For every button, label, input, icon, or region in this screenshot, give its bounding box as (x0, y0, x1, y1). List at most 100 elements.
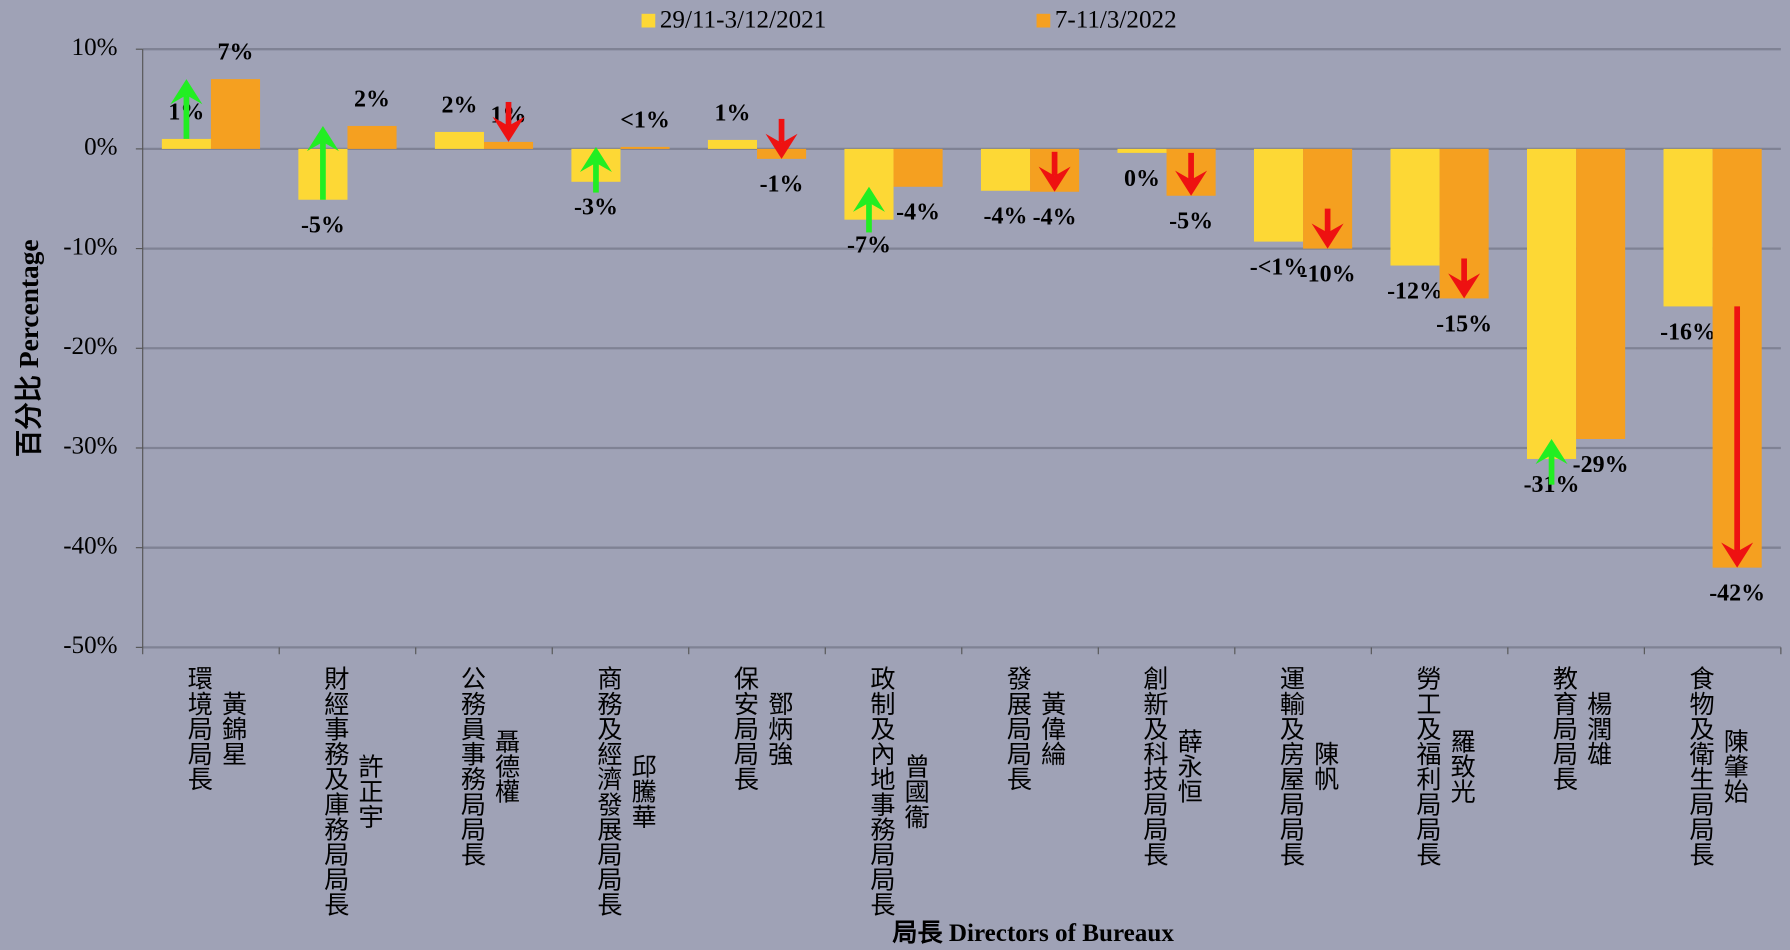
director-label: 陳肇始 (1720, 728, 1749, 803)
x-tick-label: 發展局局長 (1003, 666, 1032, 792)
x-tick-label: 運輸及房屋局局長 (1276, 666, 1305, 867)
bar (893, 148, 943, 187)
data-label: -42% (1709, 581, 1765, 607)
bar (1663, 148, 1713, 307)
data-label: -4% (1033, 205, 1077, 231)
data-label: -<1% (1250, 255, 1308, 281)
arrow-head (1535, 439, 1568, 465)
data-label: -12% (1387, 278, 1443, 304)
y-tick-label: 10% (72, 34, 118, 61)
change-arrow (1175, 152, 1208, 196)
data-label: 7% (218, 39, 254, 65)
data-label: -15% (1436, 311, 1492, 337)
y-tick-label: -50% (63, 632, 117, 659)
y-axis-title: 百分比 Percentage (14, 239, 44, 457)
director-label: 鄧炳強 (765, 691, 794, 766)
change-arrow (1311, 208, 1344, 249)
x-tick-label: 勞工及福利局局長 (1413, 666, 1442, 867)
change-arrow (1721, 306, 1754, 568)
data-label: -16% (1660, 319, 1716, 345)
y-tick-label: -20% (63, 333, 117, 360)
x-tick-label: 教育局局長 (1549, 666, 1578, 792)
change-arrow (1448, 258, 1481, 299)
change-arrow (306, 125, 339, 200)
x-tick-label: 政制及內地事務局局長 (867, 666, 896, 917)
legend-swatch (1036, 13, 1051, 28)
x-tick-label: 創新及科技局局長 (1140, 666, 1169, 867)
y-tick-label: -10% (63, 233, 117, 260)
data-label: -4% (984, 204, 1028, 230)
x-tick-label: 保安局局長 (730, 666, 759, 792)
bar (1576, 148, 1626, 440)
director-label: 陳帆 (1311, 741, 1339, 791)
director-label: 羅致光 (1447, 728, 1476, 803)
x-tick-label: 公務員事務局局長 (457, 666, 486, 867)
arrow-head (1448, 273, 1481, 299)
data-label: -10% (1300, 261, 1356, 287)
data-label: 2% (354, 86, 390, 112)
data-label: -29% (1573, 452, 1629, 478)
y-tick-label: -40% (63, 532, 117, 559)
data-label: <1% (620, 107, 670, 133)
director-label: 邱騰華 (628, 754, 657, 829)
legend-label: 29/11-3/12/2021 (660, 7, 826, 34)
bar (210, 79, 261, 149)
arrow-head (852, 186, 885, 212)
data-label: -1% (760, 172, 804, 198)
bar (1390, 148, 1440, 266)
x-tick-label: 財經事務及庫務局局長 (321, 666, 350, 917)
arrow-head (1311, 223, 1344, 249)
bar (161, 138, 211, 149)
director-label: 聶德權 (492, 728, 521, 803)
data-label: -5% (1169, 209, 1213, 235)
director-label: 黃偉綸 (1038, 691, 1067, 766)
bar (980, 148, 1031, 191)
x-tick-label: 商務及經濟發展局局長 (594, 666, 623, 917)
arrow-head (170, 79, 203, 105)
director-label: 楊潤雄 (1584, 691, 1613, 766)
change-arrow (852, 186, 885, 233)
bar (1527, 148, 1577, 459)
bar (707, 139, 758, 149)
change-arrow (1535, 439, 1568, 485)
change-arrow (1038, 151, 1071, 192)
director-label: 許正宇 (355, 754, 384, 829)
arrow-head (306, 125, 339, 152)
data-label: 1% (714, 100, 750, 126)
x-tick-label: 環境局局長 (184, 666, 213, 792)
bar (347, 125, 397, 149)
change-arrow (765, 118, 798, 159)
arrow-head (1175, 170, 1208, 196)
arrow-head (765, 133, 798, 159)
legend-label: 7-11/3/2022 (1055, 7, 1177, 34)
director-label: 曾國衞 (901, 754, 930, 829)
director-label: 黃錦星 (219, 691, 248, 766)
bar (1253, 148, 1304, 242)
arrow-head (492, 116, 525, 142)
director-label: 薛永恒 (1174, 728, 1203, 803)
x-axis-title: 局長 Directors of Bureaux (892, 919, 1174, 947)
y-tick-label: -30% (63, 433, 117, 460)
change-arrow (579, 146, 612, 193)
arrow-head (579, 146, 612, 173)
arrow-head (1038, 166, 1071, 192)
y-tick-label: 0% (84, 134, 118, 161)
arrow-head (1721, 542, 1754, 568)
data-label: -5% (301, 213, 345, 239)
bar (620, 146, 670, 149)
change-arrow (492, 101, 525, 142)
data-label: -3% (574, 195, 618, 221)
x-tick-label: 食物及衛生局局長 (1686, 666, 1715, 867)
legend-swatch (641, 13, 656, 28)
bar (483, 141, 534, 149)
data-label: -7% (847, 233, 891, 259)
bar (1117, 148, 1167, 153)
data-label: 2% (441, 92, 477, 118)
data-label: -4% (896, 200, 940, 226)
change-arrow (170, 79, 203, 139)
data-label: 0% (1124, 166, 1160, 192)
bar (434, 131, 484, 149)
